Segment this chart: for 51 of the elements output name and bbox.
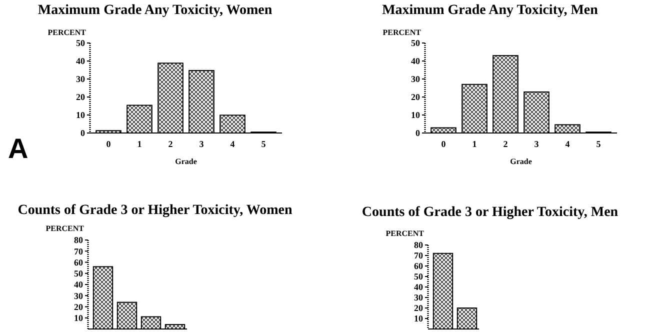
- y-tick-label: 10: [414, 314, 424, 324]
- x-tick-label: 3: [199, 139, 204, 149]
- x-axis-title: Grade: [510, 157, 532, 166]
- y-tick-label: 40: [74, 280, 84, 290]
- x-tick-label: 2: [168, 139, 174, 149]
- x-tick-label: 5: [596, 139, 602, 149]
- text: A: [8, 133, 28, 164]
- y-tick-label: 30: [414, 292, 424, 303]
- y-tick-label: 60: [74, 257, 84, 268]
- y-tick-label: 70: [414, 250, 424, 261]
- y-tick-label: 40: [76, 56, 86, 66]
- y-tick-label: 20: [414, 303, 424, 314]
- chart-title: Maximum Grade Any Toxicity, Men: [382, 3, 598, 18]
- x-tick-label: 1: [472, 139, 478, 149]
- y-axis-title: PERCENT: [382, 28, 422, 37]
- y-tick-label: 20: [76, 92, 86, 102]
- y-tick-label: 60: [414, 261, 424, 272]
- chart-title: Maximum Grade Any Toxicity, Women: [38, 3, 272, 18]
- x-axis-title: Grade: [175, 157, 198, 166]
- x-tick-label: 5: [261, 139, 266, 149]
- y-tick-label: 40: [411, 56, 420, 66]
- y-axis-title: PERCENT: [48, 28, 87, 37]
- y-tick-label: 20: [74, 302, 84, 312]
- x-tick-label: 0: [106, 139, 112, 149]
- y-axis-title: PERCENT: [386, 229, 425, 238]
- y-tick-label: 40: [414, 282, 424, 292]
- y-tick-label: 30: [74, 290, 84, 301]
- y-tick-label: 50: [76, 38, 86, 48]
- x-tick-label: 2: [503, 139, 508, 149]
- y-axis-title: PERCENT: [46, 224, 85, 233]
- y-tick-label: 20: [411, 92, 420, 102]
- y-tick-label: 10: [76, 110, 86, 120]
- y-tick-label: 50: [74, 268, 84, 279]
- x-tick-label: 4: [230, 139, 236, 149]
- y-tick-label: 50: [411, 38, 420, 48]
- y-tick-label: 80: [414, 240, 424, 250]
- y-tick-label: 10: [74, 313, 84, 324]
- x-tick-label: 4: [565, 139, 570, 149]
- y-tick-label: 50: [414, 272, 424, 282]
- x-tick-label: 3: [534, 139, 540, 149]
- x-tick-label: 1: [137, 139, 142, 149]
- y-tick-label: 70: [74, 246, 84, 256]
- chart-title: Counts of Grade 3 or Higher Toxicity, Women: [18, 203, 292, 218]
- y-tick-label: 80: [74, 235, 84, 246]
- x-tick-label: 0: [441, 139, 446, 149]
- y-tick-label: 30: [76, 74, 86, 84]
- y-tick-label: 0: [416, 128, 420, 138]
- chart-title: Counts of Grade 3 or Higher Toxicity, Men: [362, 205, 618, 220]
- y-tick-label: 0: [80, 128, 86, 138]
- y-tick-label: 10: [411, 110, 420, 120]
- y-tick-label: 30: [411, 74, 420, 84]
